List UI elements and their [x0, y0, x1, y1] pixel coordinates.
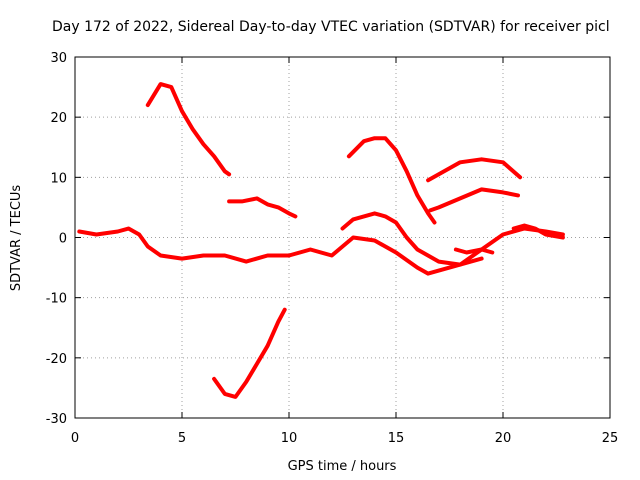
series-line-track-4: [212, 307, 287, 399]
series-line-track-7: [340, 211, 484, 267]
x-tick-label: 20: [495, 431, 512, 446]
series-line-track-6: [346, 136, 437, 225]
x-axis-label: GPS time / hours: [288, 459, 397, 474]
grid: [75, 57, 610, 418]
x-tick-labels: 0 5 10 15 20 25: [71, 431, 618, 446]
y-tick-label: -20: [46, 352, 67, 367]
x-tick-label: 10: [281, 431, 298, 446]
series-line-track-10: [453, 247, 495, 255]
y-tick-label: 30: [50, 51, 67, 66]
y-tick-labels: -30 -20 -10 0 10 20 30: [46, 51, 67, 427]
series-line-track-8: [426, 157, 523, 183]
series-line-track-3: [227, 196, 298, 219]
y-tick-label: 20: [50, 111, 67, 126]
series-line-track-2: [145, 82, 232, 177]
chart-title: Day 172 of 2022, Sidereal Day-to-day VTE…: [52, 19, 610, 35]
x-tick-label: 15: [388, 431, 405, 446]
y-tick-label: 10: [50, 171, 67, 186]
y-axis-label: SDTVAR / TECUs: [9, 185, 24, 292]
y-tick-label: 0: [59, 232, 67, 247]
series-group: [77, 82, 565, 399]
series-line-track-9: [428, 187, 520, 213]
series-line-track-1: [77, 226, 291, 264]
x-tick-label: 0: [71, 431, 79, 446]
y-tick-label: -30: [46, 412, 67, 427]
y-tick-label: -10: [46, 292, 67, 307]
x-tick-label: 5: [178, 431, 186, 446]
x-tick-label: 25: [602, 431, 619, 446]
series-line-track-5: [287, 226, 565, 276]
axis-ticks: [74, 56, 611, 419]
series-line-track-11: [511, 223, 565, 240]
